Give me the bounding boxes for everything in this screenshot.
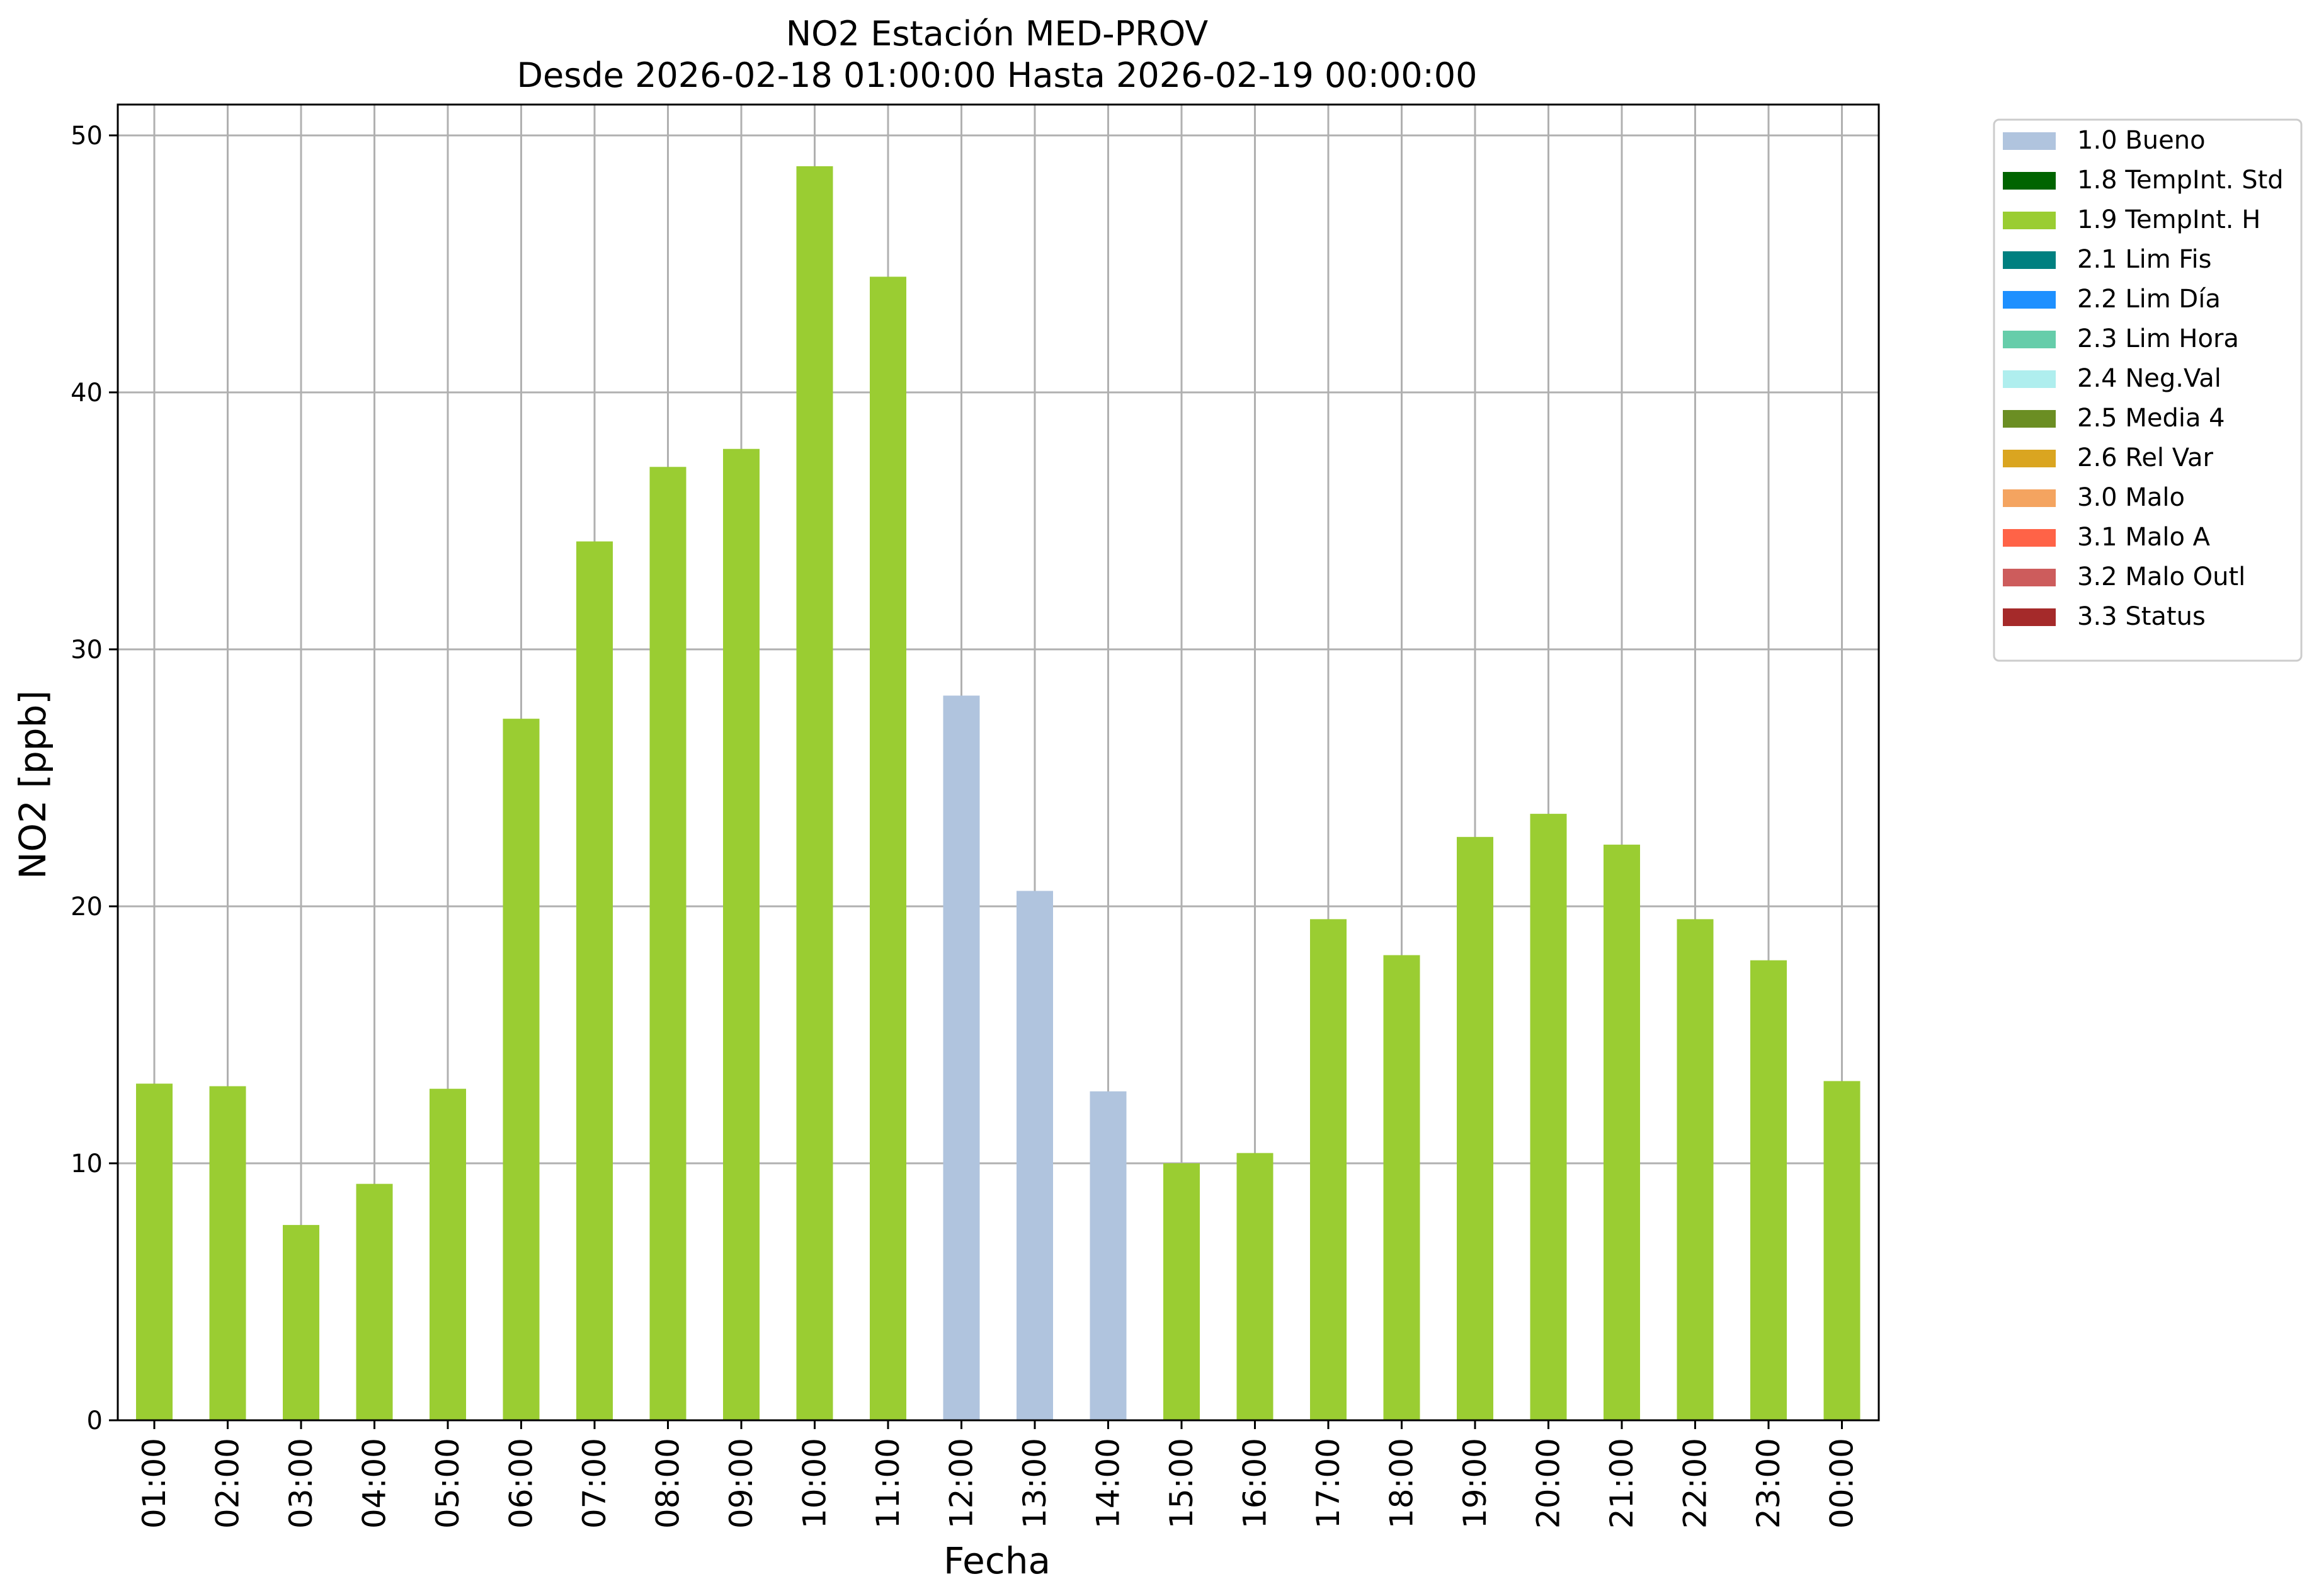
y-tick-label: 10 [71,1149,103,1178]
y-axis-label: NO2 [ppb] [11,690,54,879]
legend-label-3.0: 3.0 Malo [2077,483,2185,512]
legend-swatch-1.0 [2003,132,2056,150]
x-tick-label: 03:00 [283,1438,319,1529]
legend-label-2.4: 2.4 Neg.Val [2077,364,2221,393]
bar-12:00 [943,695,980,1420]
bar-21:00 [1604,845,1640,1420]
legend-label-1.0: 1.0 Bueno [2077,126,2206,155]
x-tick-label: 10:00 [797,1438,833,1529]
legend-swatch-1.9 [2003,212,2056,229]
bar-00:00 [1823,1081,1860,1420]
legend-swatch-3.2 [2003,569,2056,586]
plot-area-frame [117,103,1880,1422]
x-tick-label: 00:00 [1824,1438,1860,1529]
bar-20:00 [1530,814,1567,1420]
x-tick-label: 13:00 [1017,1438,1053,1529]
x-axis-label: Fecha [943,1539,1051,1582]
legend-swatch-3.3 [2003,608,2056,626]
x-tick-label: 17:00 [1310,1438,1347,1529]
legend-swatch-2.1 [2003,251,2056,269]
bar-11:00 [870,276,906,1420]
bar-14:00 [1090,1091,1127,1420]
x-tick-label: 22:00 [1677,1438,1714,1529]
bar-05:00 [430,1088,466,1420]
x-axis-ticks: 01:00 02:00 03:00 04:00 05:00 06:00 07:00 08:00… [136,1420,1860,1529]
legend: 1.0 Bueno 1.8 TempInt. Std 1.9 TempInt. H 2… [1993,118,2303,662]
x-tick-label: 01:00 [136,1438,173,1529]
chart-title: NO2 Estación MED-PROV [786,14,1208,54]
x-tick-label: 16:00 [1237,1438,1273,1529]
legend-label-1.9: 1.9 TempInt. H [2077,205,2260,234]
legend-swatch-1.8 [2003,172,2056,190]
legend-frame [1993,118,2303,662]
x-tick-label: 05:00 [430,1438,466,1529]
bar-19:00 [1457,836,1493,1420]
legend-swatch-3.1 [2003,529,2056,547]
x-tick-label: 06:00 [503,1438,540,1529]
bar-22:00 [1677,919,1714,1420]
x-tick-label: 23:00 [1750,1438,1787,1529]
legend-label-2.3: 2.3 Lim Hora [2077,324,2239,353]
bar-15:00 [1163,1163,1200,1420]
bar-01:00 [136,1083,173,1420]
legend-swatch-2.4 [2003,370,2056,388]
legend-swatch-2.3 [2003,331,2056,348]
x-tick-label: 20:00 [1530,1438,1567,1529]
bar-04:00 [356,1183,393,1420]
bar-18:00 [1383,955,1420,1420]
x-tick-label: 12:00 [943,1438,980,1529]
y-tick-label: 30 [71,636,103,664]
bar-16:00 [1236,1153,1273,1420]
legend-label-2.1: 2.1 Lim Fis [2077,245,2211,274]
x-tick-label: 19:00 [1457,1438,1493,1529]
x-tick-label: 21:00 [1604,1438,1640,1529]
x-tick-label: 07:00 [576,1438,613,1529]
x-tick-label: 09:00 [723,1438,760,1529]
legend-label-2.5: 2.5 Media 4 [2077,404,2225,433]
legend-swatch-2.2 [2003,291,2056,309]
legend-label-3.2: 3.2 Malo Outl [2077,562,2245,591]
y-axis-ticks: 0 10 20 30 40 50 [71,122,118,1435]
x-tick-label: 11:00 [870,1438,906,1529]
legend-label-3.1: 3.1 Malo A [2077,523,2211,552]
bar-23:00 [1750,960,1787,1420]
x-tick-label: 18:00 [1384,1438,1420,1529]
y-tick-label: 0 [87,1406,103,1435]
x-tick-label: 15:00 [1163,1438,1200,1529]
x-tick-label: 14:00 [1090,1438,1127,1529]
legend-label-1.8: 1.8 TempInt. Std [2077,166,2284,195]
bar-10:00 [796,166,833,1420]
y-tick-label: 50 [71,122,103,151]
legend-label-2.6: 2.6 Rel Var [2077,443,2214,472]
x-tick-label: 04:00 [356,1438,393,1529]
x-tick-label: 02:00 [210,1438,246,1529]
bar-07:00 [576,541,613,1420]
bar-13:00 [1017,891,1053,1420]
chart-subtitle: Desde 2026-02-18 01:00:00 Hasta 2026-02-… [516,55,1477,95]
bar-06:00 [503,719,540,1420]
bar-09:00 [723,448,760,1420]
bar-03:00 [283,1224,319,1420]
legend-label-3.3: 3.3 Status [2077,602,2206,631]
bar-17:00 [1310,919,1347,1420]
legend-label-2.2: 2.2 Lim Día [2077,285,2221,314]
legend-swatch-2.5 [2003,410,2056,428]
x-tick-label: 08:00 [650,1438,687,1529]
legend-swatch-3.0 [2003,489,2056,507]
bars-group [136,166,1860,1420]
bar-02:00 [209,1086,246,1420]
y-tick-label: 40 [71,379,103,408]
legend-swatch-2.6 [2003,450,2056,467]
bar-08:00 [649,467,687,1420]
y-tick-label: 20 [71,892,103,921]
